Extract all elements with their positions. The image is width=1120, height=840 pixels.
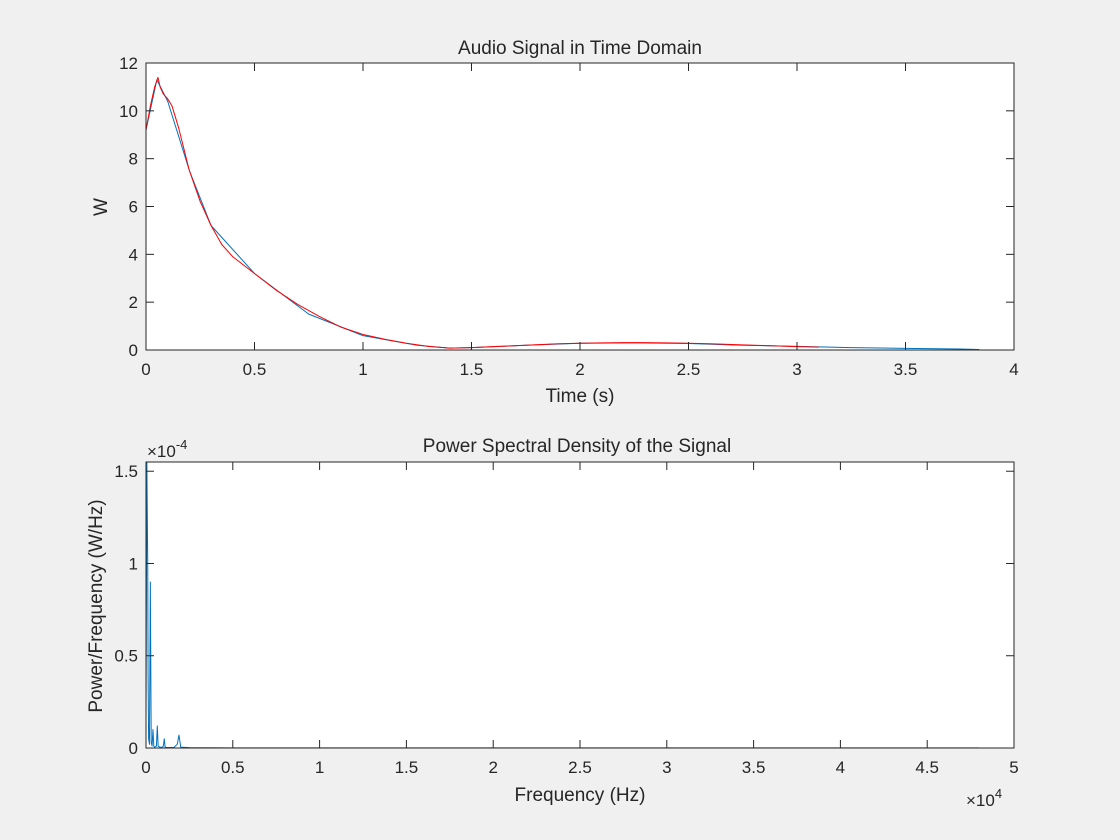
psd-plot-area — [146, 462, 1014, 748]
psd-x-tick-label: 3.5 — [742, 758, 766, 777]
psd-y-ticks: 0 0.5 1 1.5 — [114, 462, 1014, 758]
time-domain-x-tick-label: 4 — [1009, 360, 1018, 379]
time-domain-x-tick-label: 1 — [358, 360, 367, 379]
time-domain-x-tick-label: 3 — [792, 360, 801, 379]
psd-x-exponent: ×104 — [966, 786, 1002, 810]
time-domain-title: Audio Signal in Time Domain — [458, 38, 702, 59]
psd-y-exponent-base: ×10 — [147, 442, 176, 461]
psd-x-ticks: 0 0.5 1 1.5 2 2.5 3 3.5 4 4.5 5 — [141, 462, 1019, 777]
time-domain-x-label: Time (s) — [546, 386, 615, 407]
psd-x-exponent-base: ×10 — [966, 791, 995, 810]
psd-y-tick-label: 0.5 — [114, 647, 138, 666]
time-domain-axes: 0 0.5 1 1.5 2 2.5 3 3.5 4 0 2 4 6 8 10 12 Audio Signal… — [91, 38, 1019, 407]
time-domain-x-tick-label: 2.5 — [677, 360, 701, 379]
time-domain-y-tick-label: 4 — [129, 245, 138, 264]
psd-x-tick-label: 0 — [141, 758, 150, 777]
time-domain-y-tick-label: 6 — [129, 198, 138, 217]
psd-x-tick-label: 0.5 — [221, 758, 245, 777]
psd-x-exponent-power: 4 — [995, 786, 1002, 801]
psd-x-tick-label: 1.5 — [395, 758, 419, 777]
psd-y-tick-label: 1 — [129, 554, 138, 573]
time-domain-plot-area — [146, 63, 1014, 350]
psd-y-label: Power/Frequency (W/Hz) — [86, 499, 107, 712]
time-domain-x-tick-label: 2 — [575, 360, 584, 379]
psd-x-tick-label: 2 — [488, 758, 497, 777]
psd-axes: 0 0.5 1 1.5 2 2.5 3 3.5 4 4.5 5 0 0.5 1 1.5 Power Spe… — [86, 436, 1019, 810]
psd-y-tick-label: 1.5 — [114, 462, 138, 481]
psd-x-tick-label: 2.5 — [568, 758, 592, 777]
psd-x-tick-label: 3 — [662, 758, 671, 777]
time-domain-y-tick-label: 0 — [129, 341, 138, 360]
psd-title: Power Spectral Density of the Signal — [423, 436, 731, 457]
psd-x-tick-label: 5 — [1009, 758, 1018, 777]
time-domain-x-tick-label: 3.5 — [894, 360, 918, 379]
psd-y-tick-label: 0 — [129, 739, 138, 758]
psd-y-exponent: ×10-4 — [147, 437, 187, 461]
time-domain-x-ticks: 0 0.5 1 1.5 2 2.5 3 3.5 4 — [141, 63, 1019, 379]
time-domain-series-line-1 — [145, 76, 819, 349]
time-domain-y-tick-label: 8 — [129, 150, 138, 169]
time-domain-y-label: W — [91, 198, 112, 216]
psd-x-tick-label: 1 — [315, 758, 324, 777]
time-domain-x-tick-label: 0.5 — [243, 360, 267, 379]
time-domain-y-ticks: 0 2 4 6 8 10 12 — [119, 54, 1014, 360]
time-domain-y-tick-label: 12 — [119, 54, 138, 73]
time-domain-y-tick-label: 2 — [129, 293, 138, 312]
psd-x-label: Frequency (Hz) — [515, 785, 646, 806]
psd-x-tick-label: 4.5 — [915, 758, 939, 777]
time-domain-y-tick-label: 10 — [119, 102, 138, 121]
time-domain-x-tick-label: 0 — [141, 360, 150, 379]
psd-y-exponent-power: -4 — [176, 437, 188, 452]
time-domain-x-tick-label: 1.5 — [460, 360, 484, 379]
psd-x-tick-label: 4 — [836, 758, 845, 777]
